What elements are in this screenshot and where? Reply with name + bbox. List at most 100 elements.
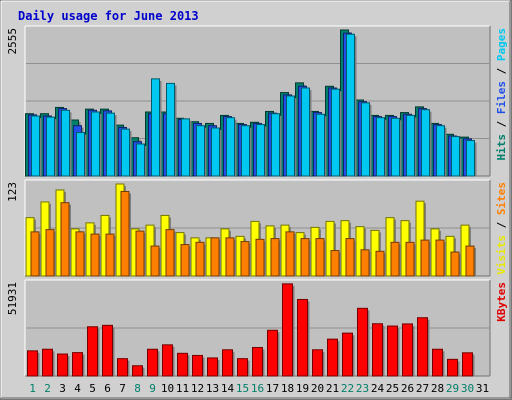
x-tick-label: 26 <box>401 382 414 395</box>
panel-bottom: 51931 KBytes <box>6 279 508 377</box>
x-tick-label: 11 <box>176 382 189 395</box>
legend-hits: Hits <box>495 134 508 161</box>
bar-kbytes-day-4 <box>72 352 83 377</box>
bar-sites-day-13 <box>210 237 220 277</box>
bar-kbytes-day-18 <box>282 283 293 377</box>
bar-pages-day-12 <box>196 125 205 177</box>
chart-title: Daily usage for June 2013 <box>18 9 199 23</box>
panel-middle: 123 Visits / Sites <box>6 179 508 277</box>
x-tick-label: 22 <box>341 382 354 395</box>
x-tick-label: 6 <box>104 382 111 395</box>
bar-kbytes-day-30 <box>462 352 473 377</box>
panel-legend: Hits / Files / Pages <box>495 28 508 161</box>
x-tick-label: 24 <box>371 382 385 395</box>
bar-pages-day-14 <box>226 117 235 177</box>
bar-pages-day-20 <box>316 113 325 177</box>
x-tick-label: 8 <box>134 382 141 395</box>
bar-sites-day-6 <box>105 233 115 277</box>
bar-kbytes-day-11 <box>177 352 188 377</box>
x-tick-label: 10 <box>161 382 174 395</box>
bar-kbytes-day-8 <box>132 365 143 377</box>
bar-kbytes-day-17 <box>267 329 278 377</box>
bar-kbytes-day-27 <box>417 317 428 377</box>
x-tick-label: 20 <box>311 382 324 395</box>
bar-kbytes-day-7 <box>117 358 128 377</box>
bar-kbytes-day-22 <box>342 332 353 377</box>
bar-pages-day-18 <box>286 95 295 177</box>
bar-pages-day-28 <box>436 125 445 177</box>
bar-pages-day-5 <box>91 111 100 177</box>
bar-kbytes-day-19 <box>297 298 308 377</box>
bar-sites-day-27 <box>420 239 430 277</box>
bar-sites-day-18 <box>285 231 295 277</box>
x-tick-label: 25 <box>386 382 399 395</box>
x-tick-label: 19 <box>296 382 309 395</box>
bar-sites-day-15 <box>240 241 250 277</box>
bar-kbytes-day-20 <box>312 349 323 377</box>
x-tick-label: 21 <box>326 382 339 395</box>
x-tick-label: 23 <box>356 382 369 395</box>
bar-pages-day-25 <box>391 117 400 177</box>
bar-kbytes-day-12 <box>192 354 203 377</box>
bar-pages-day-19 <box>301 87 310 177</box>
x-tick-label: 27 <box>416 382 429 395</box>
x-tick-label: 14 <box>221 382 235 395</box>
legend-visits: Visits <box>495 235 508 275</box>
bar-sites-day-25 <box>390 241 400 277</box>
bar-pages-day-16 <box>256 124 265 177</box>
y-tick-label: 51931 <box>6 282 19 315</box>
series-pages <box>31 33 477 177</box>
x-tick-label: 2 <box>44 382 51 395</box>
y-tick-label: 123 <box>6 182 19 202</box>
x-tick-label: 18 <box>281 382 294 395</box>
legend-pages: Pages <box>495 28 508 61</box>
bar-pages-day-22 <box>346 33 355 177</box>
bar-kbytes-day-5 <box>87 326 98 377</box>
bar-kbytes-day-3 <box>57 353 68 377</box>
x-tick-label: 5 <box>89 382 96 395</box>
bar-kbytes-day-16 <box>252 346 263 377</box>
bar-sites-day-12 <box>195 241 205 277</box>
bar-kbytes-day-2 <box>42 348 53 377</box>
legend-kbytes: KBytes <box>495 282 508 322</box>
bar-kbytes-day-10 <box>162 344 173 377</box>
bar-pages-day-24 <box>376 117 385 177</box>
bar-sites-day-11 <box>180 244 190 277</box>
bar-sites-day-26 <box>405 241 415 277</box>
bar-pages-day-10 <box>166 82 175 177</box>
x-tick-label: 12 <box>191 382 204 395</box>
bar-kbytes-day-24 <box>372 323 383 377</box>
bar-pages-day-29 <box>451 136 460 177</box>
bar-kbytes-day-25 <box>387 325 398 377</box>
x-tick-label: 30 <box>461 382 474 395</box>
bar-pages-day-13 <box>211 127 220 177</box>
bar-sites-day-4 <box>75 231 85 277</box>
bar-kbytes-day-28 <box>432 348 443 377</box>
x-tick-label: 13 <box>206 382 219 395</box>
bar-sites-day-1 <box>30 231 40 277</box>
x-tick-label: 15 <box>236 382 249 395</box>
bar-kbytes-day-21 <box>327 338 338 377</box>
x-tick-label: 17 <box>266 382 279 395</box>
bar-pages-day-7 <box>121 128 130 177</box>
bar-pages-day-1 <box>31 115 40 177</box>
bar-kbytes-day-13 <box>207 357 218 377</box>
bar-kbytes-day-9 <box>147 348 158 377</box>
bar-sites-day-7 <box>120 190 130 277</box>
bar-sites-day-29 <box>450 251 460 277</box>
bar-sites-day-17 <box>270 238 280 277</box>
bar-sites-day-24 <box>375 250 385 277</box>
x-tick-label: 3 <box>59 382 66 395</box>
panel-legend: Visits / Sites <box>495 182 508 275</box>
bar-kbytes-day-29 <box>447 358 458 377</box>
bar-sites-day-5 <box>90 233 100 277</box>
bar-pages-day-11 <box>181 118 190 177</box>
bar-kbytes-day-14 <box>222 349 233 377</box>
bar-pages-day-2 <box>46 116 55 177</box>
bar-sites-day-23 <box>360 249 370 277</box>
x-tick-label: 29 <box>446 382 459 395</box>
chart-panels: 2555 Hits / Files / Pages 123 Visits / Site… <box>6 25 508 377</box>
bar-pages-day-27 <box>421 109 430 177</box>
y-tick-label: 2555 <box>6 28 19 55</box>
x-tick-label: 4 <box>74 382 81 395</box>
